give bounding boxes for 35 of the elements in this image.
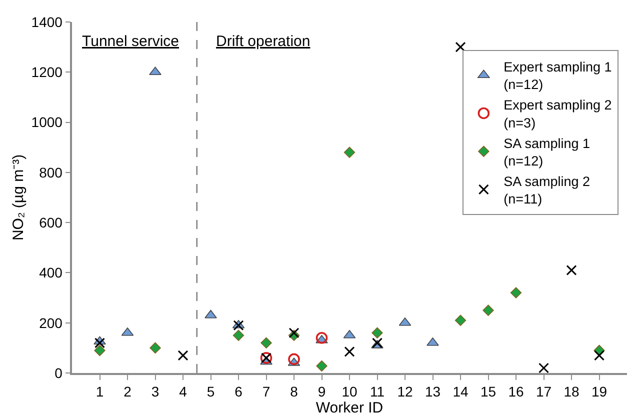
x-tick-label: 18	[564, 384, 580, 400]
x-tick-label: 1	[96, 384, 104, 400]
legend-label: Expert sampling 2 (n=3)	[504, 98, 612, 130]
x-tick-label: 2	[124, 384, 132, 400]
y-tick-label: 1200	[31, 64, 63, 80]
x-tick-label: 17	[536, 384, 552, 400]
y-tick-label: 0	[54, 364, 63, 381]
x-tick-label: 4	[179, 384, 188, 400]
x-axis-title: Worker ID	[316, 400, 384, 417]
x-tick-label: 10	[342, 384, 358, 400]
annotation: Drift operation	[216, 33, 310, 50]
legend-label: SA sampling 1 (n=12)	[504, 136, 590, 168]
y-tick-label: 200	[39, 314, 63, 331]
annotation: Tunnel service	[82, 33, 179, 50]
x-tick-label: 8	[290, 384, 298, 400]
legend-label: SA sampling 2 (n=11)	[504, 174, 590, 206]
x-tick-label: 16	[508, 384, 524, 400]
legend-label: Expert sampling 1 (n=12)	[504, 60, 612, 92]
x-tick-label: 6	[234, 384, 243, 400]
y-tick-label: 1400	[31, 14, 63, 30]
y-tick-label: 400	[39, 264, 63, 281]
x-tick-label: 7	[262, 384, 270, 400]
x-tick-label: 14	[452, 384, 468, 400]
y-tick-label: 800	[39, 164, 63, 180]
y-axis-title: NO₂ (µg m⁻³)	[10, 154, 28, 241]
y-tick-label: 600	[39, 214, 63, 230]
x-tick-label: 5	[206, 384, 215, 400]
x-tick-label: 3	[151, 384, 160, 400]
y-tick-label: 1000	[31, 114, 63, 130]
x-tick-label: 12	[397, 384, 413, 400]
x-tick-label: 11	[370, 384, 385, 400]
x-tick-label: 15	[480, 384, 496, 400]
x-tick-label: 13	[424, 384, 441, 400]
x-tick-label: 19	[591, 384, 608, 400]
x-tick-label: 9	[318, 384, 326, 400]
